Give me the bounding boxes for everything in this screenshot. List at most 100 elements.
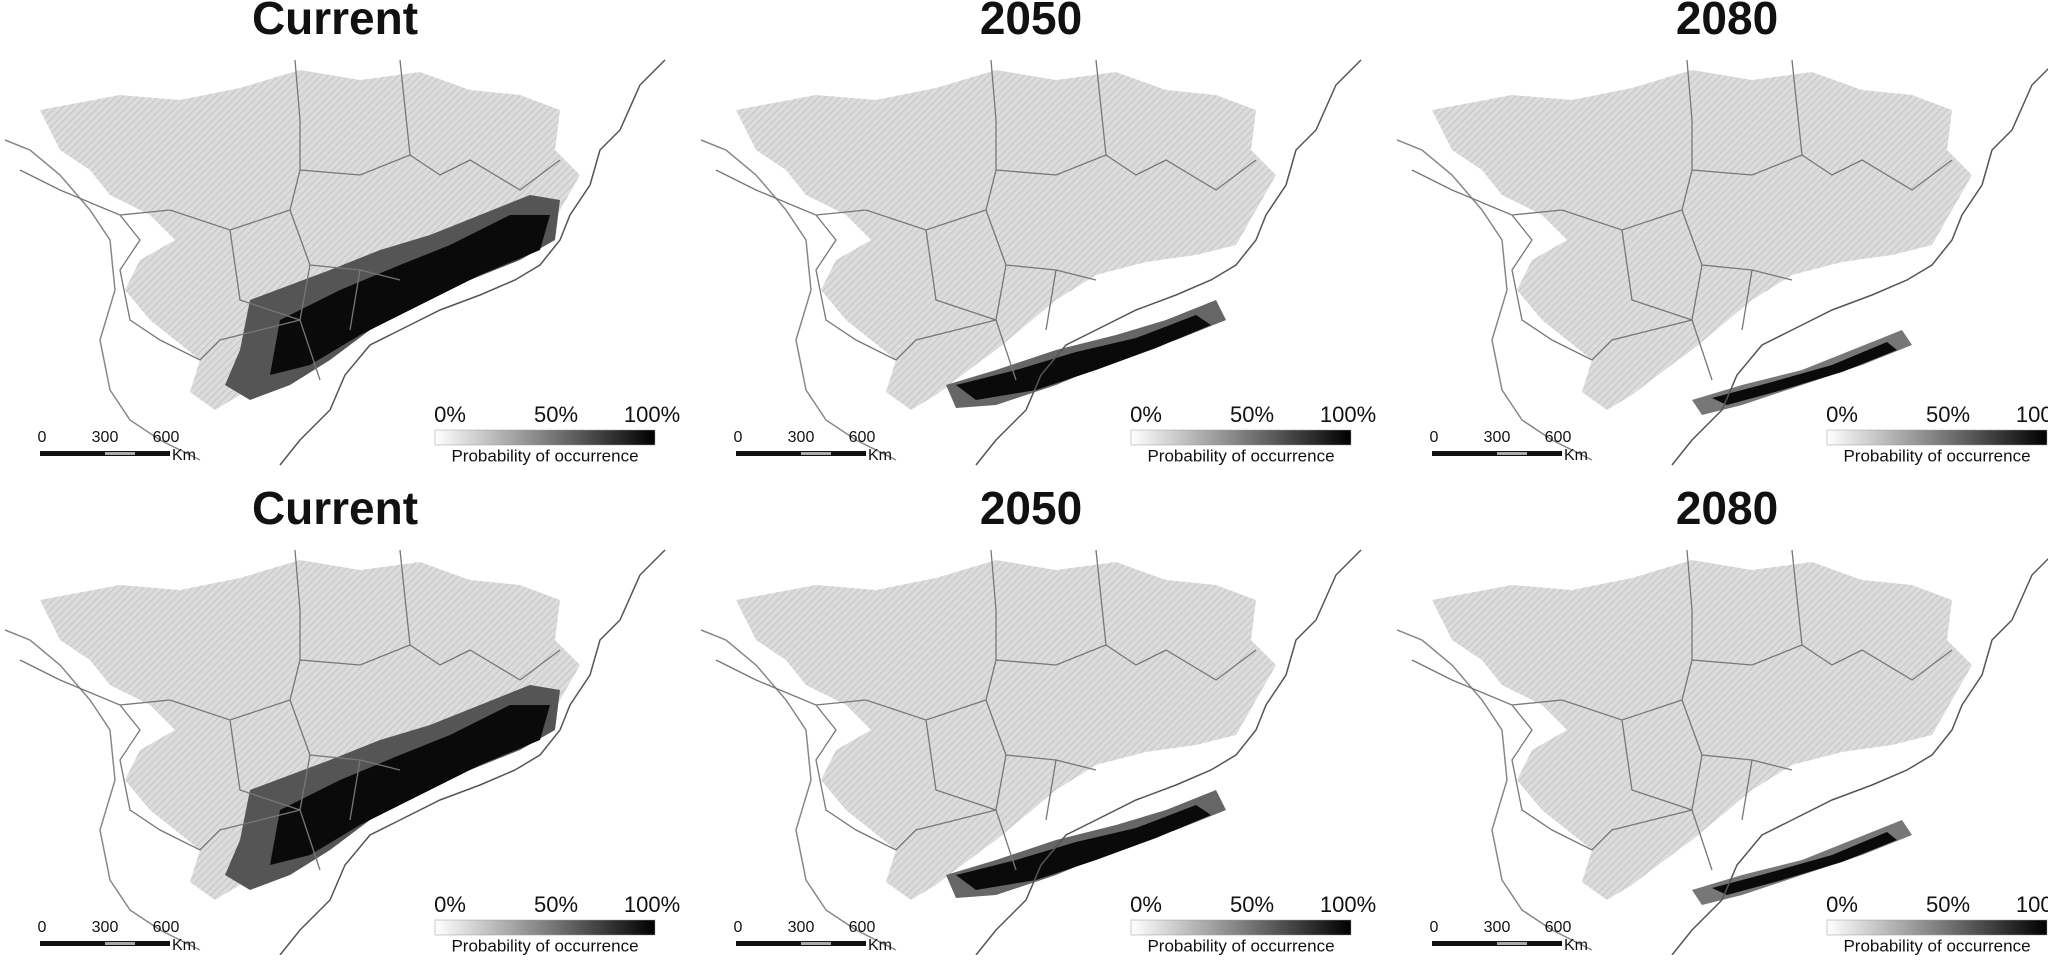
scale-bar-segment xyxy=(801,452,831,455)
legend-label: 0% xyxy=(1130,402,1162,427)
scale-label: 300 xyxy=(788,919,815,936)
legend-label: 100% xyxy=(624,892,680,917)
coastline xyxy=(1671,557,2048,956)
occurrence-area xyxy=(40,70,580,410)
map-outline-west xyxy=(700,629,897,951)
scale-bar-segment xyxy=(1497,452,1527,455)
scale-label: 600 xyxy=(849,919,876,936)
occurrence-area xyxy=(736,70,1276,410)
panel-title: 2080 xyxy=(1676,0,1778,44)
legend-title: Probability of occurrence xyxy=(1843,936,2030,955)
high-probability-area xyxy=(956,805,1211,890)
legend-label: 50% xyxy=(534,892,578,917)
coastline xyxy=(975,549,1362,956)
legend-label: 50% xyxy=(1926,402,1970,427)
legend-label: 50% xyxy=(1230,402,1274,427)
scale-label: 0 xyxy=(38,429,47,446)
occurrence-area xyxy=(1432,70,1972,410)
scale-label: 300 xyxy=(788,429,815,446)
state-borders xyxy=(715,549,1257,871)
legend-label: 100% xyxy=(624,402,680,427)
state-borders xyxy=(19,59,561,381)
legend-gradient xyxy=(1826,429,2048,446)
scale-label: 0 xyxy=(1430,919,1439,936)
legend-gradient xyxy=(434,429,656,446)
panel-title: 2050 xyxy=(980,482,1082,534)
legend-gradient xyxy=(1826,919,2048,936)
scale-label: 300 xyxy=(1484,429,1511,446)
legend-label: 100% xyxy=(2016,892,2048,917)
legend-title: Probability of occurrence xyxy=(1147,936,1334,955)
map-outline-west xyxy=(700,139,897,461)
state-borders xyxy=(715,59,1257,381)
high-probability-area xyxy=(1712,342,1897,405)
legend-label: 100% xyxy=(1320,402,1376,427)
legend-title: Probability of occurrence xyxy=(451,936,638,955)
coastline xyxy=(279,549,666,956)
scale-label: 600 xyxy=(1545,919,1572,936)
legend-gradient xyxy=(1130,919,1352,936)
legend-label: 0% xyxy=(434,402,466,427)
map-outline-west xyxy=(1396,139,1593,461)
scale-label: 600 xyxy=(849,429,876,446)
legend-gradient xyxy=(434,919,656,936)
coastline xyxy=(975,59,1362,466)
scale-label: 300 xyxy=(1484,919,1511,936)
legend-label: 0% xyxy=(434,892,466,917)
scale-label: 600 xyxy=(153,429,180,446)
scale-bar-segment xyxy=(105,942,135,945)
high-probability-area xyxy=(270,705,550,865)
scale-unit: Km xyxy=(868,937,892,954)
map-outline-west xyxy=(4,139,201,461)
scale-unit: Km xyxy=(868,447,892,464)
scale-label: 0 xyxy=(734,429,743,446)
panel-title: Current xyxy=(252,0,418,44)
scale-label: 300 xyxy=(92,429,119,446)
state-borders xyxy=(1411,59,1953,381)
occurrence-area xyxy=(40,560,580,900)
state-borders xyxy=(1411,549,1953,871)
scale-label: 0 xyxy=(734,919,743,936)
legend-label: 50% xyxy=(1926,892,1970,917)
scale-bar-segment xyxy=(1497,942,1527,945)
legend-label: 0% xyxy=(1826,892,1858,917)
legend-label: 50% xyxy=(534,402,578,427)
legend-label: 0% xyxy=(1130,892,1162,917)
legend-label: 0% xyxy=(1826,402,1858,427)
high-probability-area xyxy=(270,215,550,375)
scale-bar-segment xyxy=(105,452,135,455)
coastline xyxy=(279,59,666,466)
scale-label: 600 xyxy=(1545,429,1572,446)
scale-label: 0 xyxy=(38,919,47,936)
occurrence-area xyxy=(736,560,1276,900)
scale-label: 0 xyxy=(1430,429,1439,446)
legend-title: Probability of occurrence xyxy=(451,446,638,465)
scale-bar-segment xyxy=(801,942,831,945)
panel-title: 2050 xyxy=(980,0,1082,44)
panel-title: Current xyxy=(252,482,418,534)
scale-label: 600 xyxy=(153,919,180,936)
high-probability-area xyxy=(1712,832,1897,895)
scale-unit: Km xyxy=(1564,937,1588,954)
scale-unit: Km xyxy=(1564,447,1588,464)
legend-label: 50% xyxy=(1230,892,1274,917)
coastline xyxy=(1671,67,2048,466)
map-outline-west xyxy=(4,629,201,951)
panel-title: 2080 xyxy=(1676,482,1778,534)
scale-label: 300 xyxy=(92,919,119,936)
legend-gradient xyxy=(1130,429,1352,446)
legend-label: 100% xyxy=(2016,402,2048,427)
occurrence-area xyxy=(1432,560,1972,900)
map-outline-west xyxy=(1396,629,1593,951)
state-borders xyxy=(19,549,561,871)
legend-title: Probability of occurrence xyxy=(1843,446,2030,465)
scale-unit: Km xyxy=(172,937,196,954)
legend-title: Probability of occurrence xyxy=(1147,446,1334,465)
